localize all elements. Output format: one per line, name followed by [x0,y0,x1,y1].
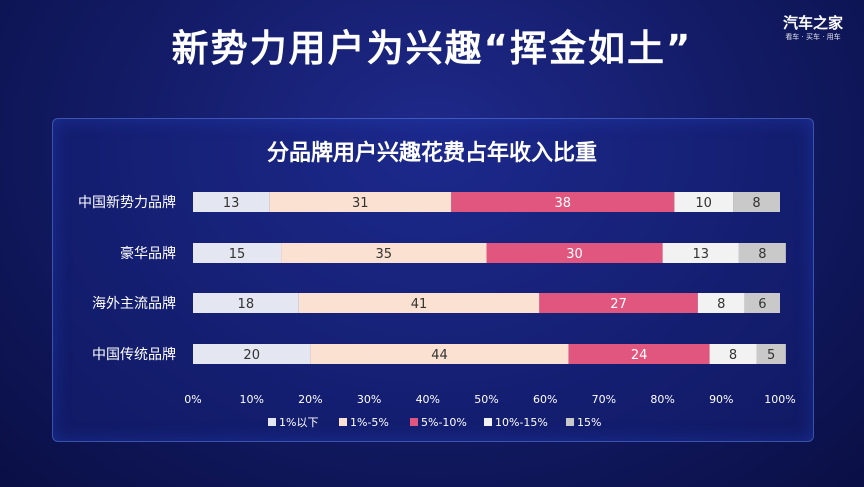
data-label: 8 [729,348,737,363]
legend-label: 1%-5% [350,416,389,429]
data-label: 27 [610,297,627,312]
data-label: 18 [238,297,255,312]
legend-swatch [268,418,276,426]
data-label: 8 [758,247,766,262]
bar-segment [662,243,739,263]
logo-sub-text: 看车 · 买车 · 用车 [785,33,841,41]
data-label: 15 [229,247,246,262]
bar-segment [193,293,299,313]
data-label: 8 [717,297,725,312]
legend-swatch [484,418,492,426]
x-tick-label: 70% [592,393,616,406]
category-label: 豪华品牌 [120,245,176,262]
data-label: 24 [631,348,648,363]
x-tick-label: 90% [709,393,733,406]
data-label: 13 [223,196,240,211]
data-label: 44 [431,348,448,363]
chart-panel [52,118,814,442]
data-label: 5 [767,348,775,363]
chart-title: 分品牌用户兴趣花费占年收入比重 [267,140,597,166]
data-label: 30 [566,247,583,262]
bar-segment [539,293,698,313]
x-tick-label: 60% [533,393,557,406]
bar-segment [756,344,786,364]
logo-main-text: 汽车之家 [782,14,843,32]
data-label: 20 [243,348,260,363]
x-tick-label: 50% [474,393,498,406]
bar-segment [310,344,569,364]
x-tick-label: 0% [184,393,201,406]
legend-label: 1%以下 [279,416,318,429]
bar-segment [193,243,282,263]
legend-label: 15% [577,416,601,429]
x-tick-label: 20% [298,393,322,406]
bar-segment [281,243,487,263]
bar-segment [709,344,757,364]
bar-segment [193,192,270,212]
bar-segment [733,192,780,212]
bar-segment [451,192,675,212]
autohome-logo: 汽车之家 看车 · 买车 · 用车 [776,14,850,42]
data-label: 31 [352,196,369,211]
category-label: 中国新势力品牌 [78,194,176,211]
data-label: 8 [752,196,760,211]
x-tick-label: 100% [764,393,795,406]
bar-segment [674,192,734,212]
legend-swatch [410,418,418,426]
x-tick-label: 40% [416,393,440,406]
legend-label: 10%-15% [495,416,548,429]
x-tick-label: 80% [650,393,674,406]
data-label: 10 [695,196,712,211]
bar-segment [486,243,663,263]
data-label: 41 [411,297,428,312]
category-label: 海外主流品牌 [92,295,176,312]
data-label: 6 [758,297,766,312]
bar-segment [697,293,745,313]
data-label: 13 [692,247,709,262]
bar-segment [269,192,452,212]
page-title: 新势力用户为兴趣“挥金如土” [171,27,693,70]
x-tick-label: 10% [239,393,263,406]
bar-segment [568,344,710,364]
data-label: 38 [555,196,572,211]
legend-label: 5%-10% [421,416,467,429]
legend-swatch [566,418,574,426]
bar-segment [744,293,780,313]
data-label: 35 [376,247,393,262]
x-tick-label: 30% [357,393,381,406]
bar-segment [193,344,311,364]
bar-segment [738,243,786,263]
bar-segment [298,293,540,313]
legend-swatch [339,418,347,426]
category-label: 中国传统品牌 [92,346,176,363]
